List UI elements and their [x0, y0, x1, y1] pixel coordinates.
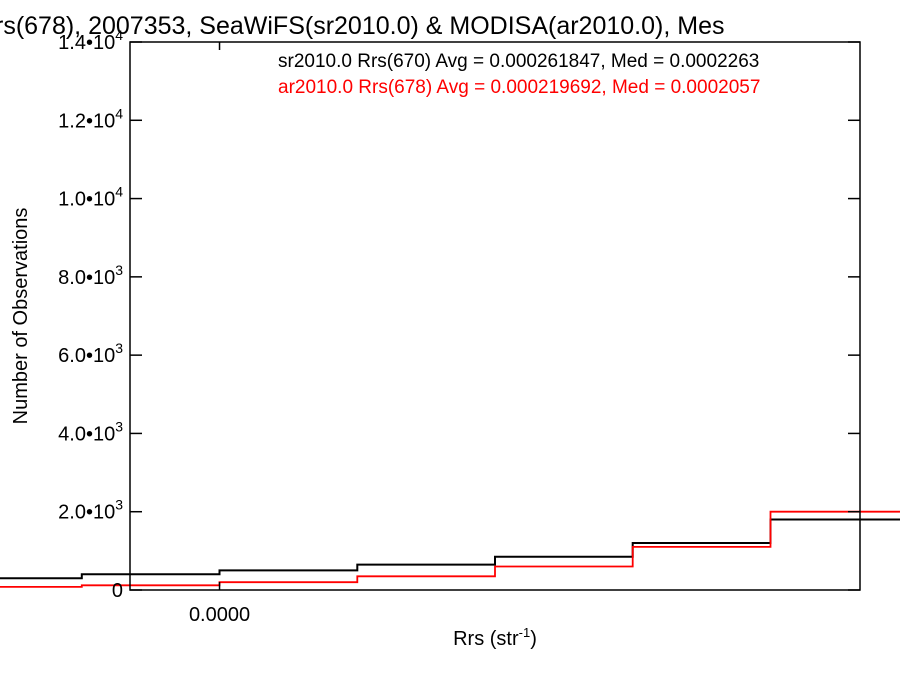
legend-entry-1: sr2010.0 Rrs(670) Avg = 0.000261847, Med…	[278, 51, 759, 72]
series-line-2	[0, 510, 900, 588]
ticks-layer: 0.00000.00020.00040.00060.000802.0•1034.…	[58, 27, 860, 626]
y-tick-label: 1.4•104	[58, 27, 123, 54]
legend-entry-2: ar2010.0 Rrs(678) Avg = 0.000219692, Med…	[278, 77, 760, 98]
y-tick-label: 2.0•103	[58, 497, 123, 524]
y-tick-label: 4.0•103	[58, 418, 123, 445]
y-tick-label: 0	[112, 580, 123, 602]
series-line-1	[0, 518, 900, 580]
y-tick-label: 1.0•104	[58, 184, 123, 211]
plot-frame	[129, 41, 861, 591]
y-tick-label: 1.2•104	[58, 105, 123, 132]
y-axis-label: Number of Observations	[10, 208, 32, 425]
y-tick-label: 8.0•103	[58, 262, 123, 289]
y-tick-label: 6.0•103	[58, 340, 123, 367]
chart-title: rs(678), 2007353, SeaWiFS(sr2010.0) & MO…	[0, 12, 724, 40]
series-layer	[0, 510, 900, 588]
x-tick-label: 0.0000	[189, 604, 250, 626]
x-axis-label: Rrs (str-1)	[453, 625, 537, 650]
legend: sr2010.0 Rrs(670) Avg = 0.000261847, Med…	[278, 51, 760, 98]
